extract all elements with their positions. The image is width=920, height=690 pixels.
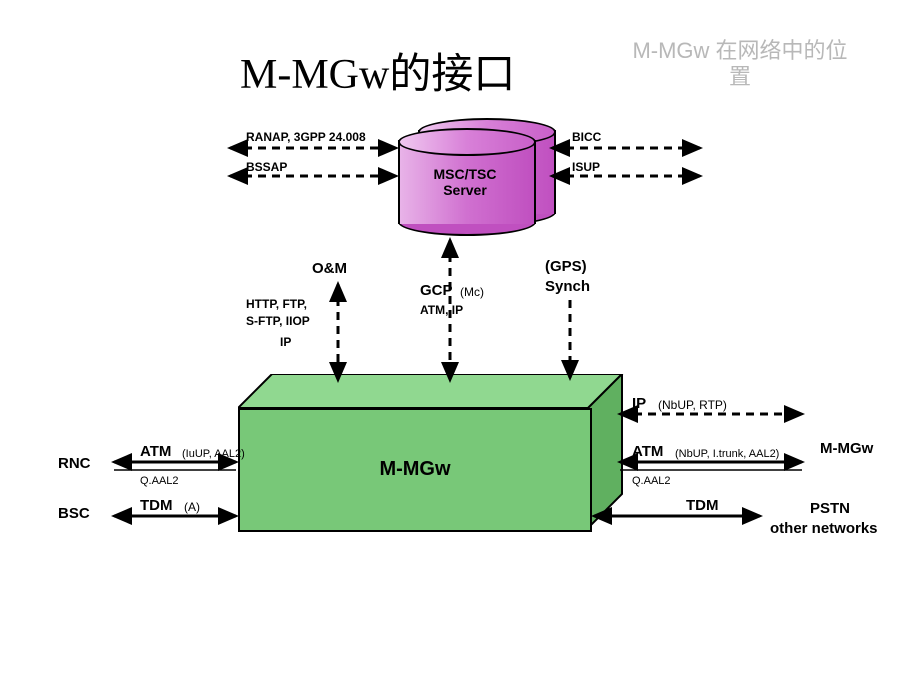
label-a-left: (A) <box>184 500 200 514</box>
label-mc: (Mc) <box>460 285 484 299</box>
label-bssap: BSSAP <box>246 160 287 174</box>
label-isup: ISUP <box>572 160 600 174</box>
label-qaal2-left: Q.AAL2 <box>140 475 179 487</box>
label-iuup: (IuUP, AAL2) <box>182 448 245 460</box>
label-tdm-right: TDM <box>686 497 719 514</box>
label-bsc: BSC <box>58 505 90 522</box>
label-gps: (GPS) <box>545 258 587 275</box>
arrows-layer <box>0 0 920 690</box>
label-nbup-rtp: (NbUP, RTP) <box>658 398 727 412</box>
label-synch: Synch <box>545 278 590 295</box>
server-label-l1: MSC/TSC <box>434 166 497 182</box>
label-om: O&M <box>312 260 347 277</box>
label-pstn: PSTN <box>810 500 850 517</box>
label-othernet: other networks <box>770 520 878 537</box>
label-atmip: ATM, IP <box>420 303 463 317</box>
label-ranap: RANAP, 3GPP 24.008 <box>246 130 366 144</box>
label-atm-right: ATM <box>632 443 663 460</box>
label-http: HTTP, FTP, <box>246 297 307 311</box>
label-bicc: BICC <box>572 130 601 144</box>
label-nbup-itrunk: (NbUP, I.trunk, AAL2) <box>675 448 779 460</box>
label-atm-left: ATM <box>140 443 171 460</box>
server-label-l2: Server <box>443 182 487 198</box>
label-gcp: GCP <box>420 282 453 299</box>
label-qaal2-right: Q.AAL2 <box>632 475 671 487</box>
label-rnc: RNC <box>58 455 91 472</box>
server-label: MSC/TSC Server <box>398 166 532 198</box>
label-ip2: IP <box>632 395 646 412</box>
label-tdm-left: TDM <box>140 497 173 514</box>
label-ip1: IP <box>280 335 291 349</box>
label-mmgw-right: M-MGw <box>820 440 873 457</box>
label-sftp: S-FTP, IIOP <box>246 314 310 328</box>
